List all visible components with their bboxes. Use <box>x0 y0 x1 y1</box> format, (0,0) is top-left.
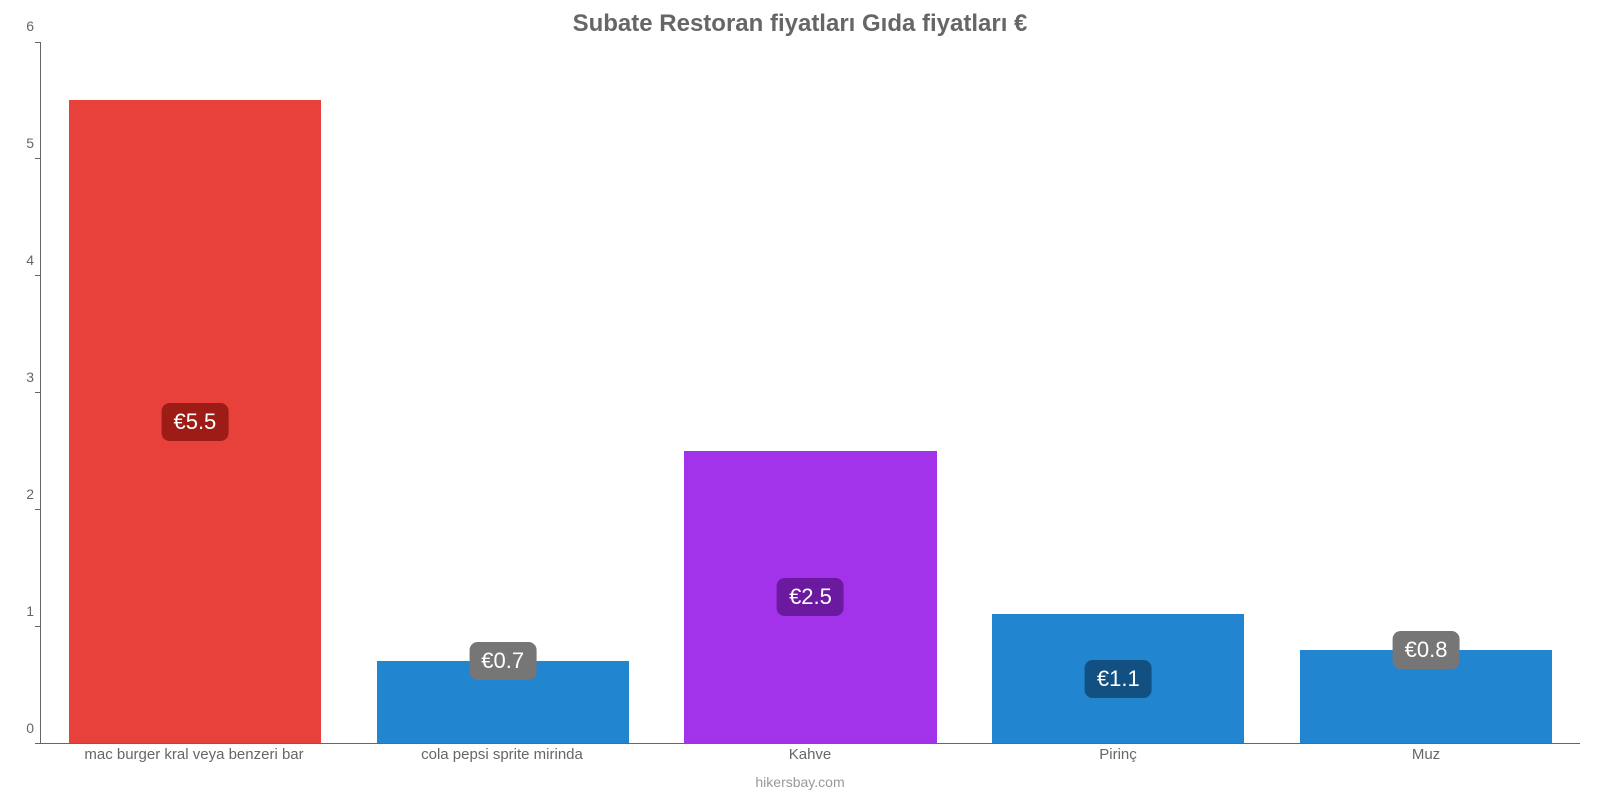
x-axis: mac burger kral veya benzeri barcola pep… <box>40 744 1580 772</box>
x-axis-label: cola pepsi sprite mirinda <box>348 744 656 772</box>
bar-slot: €2.5 <box>657 42 965 743</box>
plot-area: €5.5 €0.7 €2.5 €1.1 €0.8 <box>40 42 1580 744</box>
bar: €2.5 <box>684 451 936 743</box>
value-badge: €0.7 <box>469 642 536 680</box>
value-badge: €2.5 <box>777 578 844 616</box>
bar: €0.7 <box>377 661 629 743</box>
y-tick-mark <box>35 42 41 43</box>
x-axis-label: Pirinç <box>964 744 1272 772</box>
bar: €0.8 <box>1300 650 1552 743</box>
x-axis-label: mac burger kral veya benzeri bar <box>40 744 348 772</box>
plot-row: 0123456 €5.5€0.7€2.5€1.1€0.8 <box>0 42 1600 744</box>
y-tick-mark <box>35 158 41 159</box>
chart-footer: hikersbay.com <box>0 772 1600 800</box>
y-tick-label: 4 <box>26 252 34 268</box>
y-tick-label: 1 <box>26 603 34 619</box>
y-tick-mark <box>35 275 41 276</box>
y-tick-label: 2 <box>26 486 34 502</box>
bar-slot: €1.1 <box>964 42 1272 743</box>
y-tick-mark <box>35 743 41 744</box>
bar: €5.5 <box>69 100 321 743</box>
value-badge: €0.8 <box>1393 631 1460 669</box>
y-tick-label: 3 <box>26 369 34 385</box>
bar-slot: €0.7 <box>349 42 657 743</box>
y-tick-label: 6 <box>26 18 34 34</box>
y-tick-mark <box>35 626 41 627</box>
y-axis: 0123456 <box>0 42 40 744</box>
chart-title: Subate Restoran fiyatları Gıda fiyatları… <box>0 0 1600 42</box>
x-axis-label: Kahve <box>656 744 964 772</box>
bar-chart: Subate Restoran fiyatları Gıda fiyatları… <box>0 0 1600 800</box>
value-badge: €1.1 <box>1085 660 1152 698</box>
bars-container: €5.5 €0.7 €2.5 €1.1 €0.8 <box>41 42 1580 743</box>
y-tick-label: 5 <box>26 135 34 151</box>
y-tick-label: 0 <box>26 720 34 736</box>
bar-slot: €5.5 <box>41 42 349 743</box>
y-tick-mark <box>35 392 41 393</box>
bar-slot: €0.8 <box>1272 42 1580 743</box>
bar: €1.1 <box>992 614 1244 743</box>
y-tick-mark <box>35 509 41 510</box>
x-axis-label: Muz <box>1272 744 1580 772</box>
value-badge: €5.5 <box>161 403 228 441</box>
